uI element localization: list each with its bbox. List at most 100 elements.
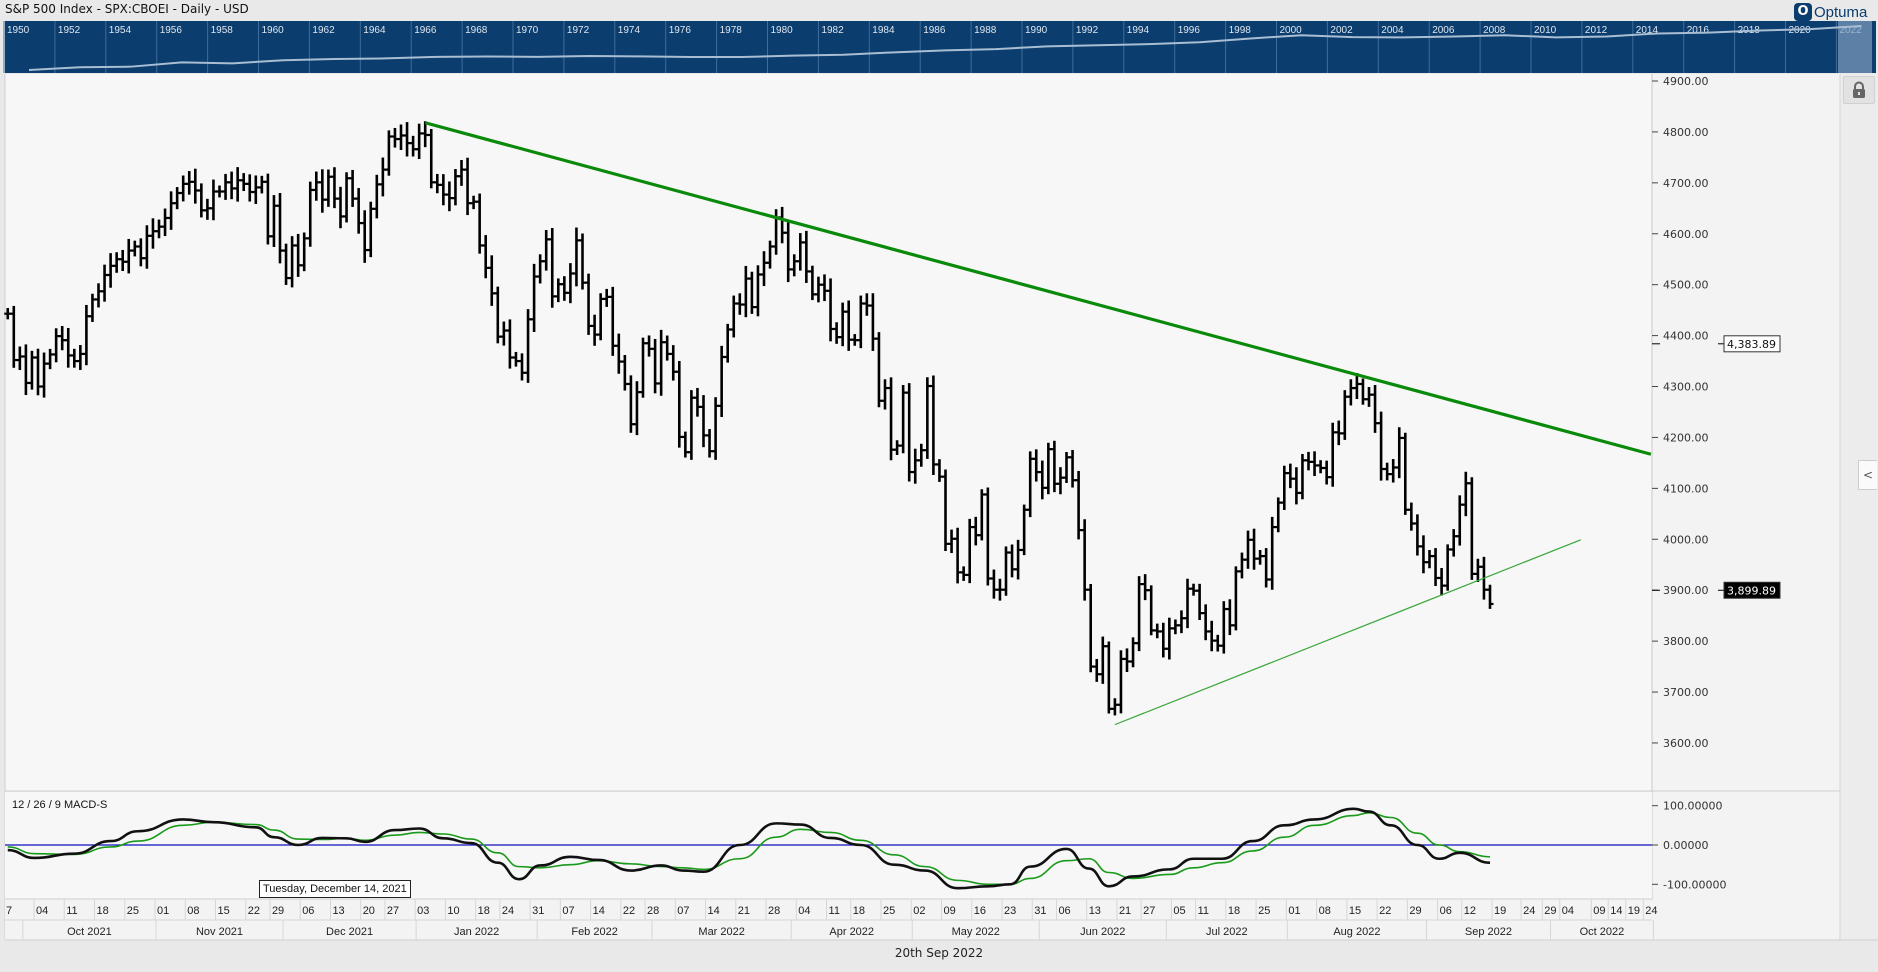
week-tick-label: 22 — [1379, 905, 1391, 917]
overview-year-label: 1988 — [974, 25, 997, 36]
week-tick-label: 19 — [1494, 905, 1506, 917]
overview-year-label: 1952 — [58, 25, 81, 36]
overview-year-label: 1962 — [312, 25, 335, 36]
week-tick-label: 27 — [387, 905, 399, 917]
month-label: Sep 2022 — [1465, 926, 1512, 938]
overview-year-label: 2012 — [1585, 25, 1608, 36]
overview-navigator[interactable]: 1950 1952 1954 1956 1958 1960 1962 1964 1966 1968… — [3, 21, 1876, 73]
macd-line — [7, 807, 1491, 890]
week-tick-label: 09 — [1593, 905, 1605, 917]
week-tick-label: 01 — [157, 905, 169, 917]
overview-year-label: 2014 — [1636, 25, 1659, 36]
week-tick-label: 09 — [944, 905, 956, 917]
price-tick-label: 4500.00 — [1663, 279, 1709, 292]
week-tick-label: 23 — [1004, 905, 1016, 917]
price-flag-label: 4,383.89 — [1727, 338, 1776, 351]
month-label: Dec 2021 — [326, 926, 373, 938]
week-tick-label: 31 — [532, 905, 544, 917]
price-pane[interactable] — [5, 74, 1652, 791]
price-bars — [4, 121, 1494, 716]
week-tick-label: 11 — [66, 905, 77, 917]
week-tick-label: 21 — [738, 905, 750, 917]
price-axis[interactable]: 4900.00 4800.00 4700.00 4600.00 4500.00 4400.… — [1652, 75, 1709, 750]
week-tick-label: 07 — [562, 905, 574, 917]
week-tick-label: 22 — [623, 905, 635, 917]
overview-year-label: 1958 — [211, 25, 234, 36]
week-tick-label: 08 — [187, 905, 199, 917]
price-tick-label: 4700.00 — [1663, 177, 1709, 190]
signal-line — [7, 811, 1491, 886]
week-tick-label: 27 — [1143, 905, 1155, 917]
week-tick-label: 28 — [768, 905, 780, 917]
week-tick-label: 11 — [1198, 905, 1209, 917]
overview-year-label: 1950 — [7, 25, 30, 36]
price-axis-area — [1652, 74, 1840, 940]
overview-year-label: 1978 — [720, 25, 743, 36]
support-trendline[interactable] — [1114, 539, 1581, 726]
week-tick-label: 25 — [127, 905, 139, 917]
month-label: Oct 2022 — [1580, 926, 1625, 938]
price-flag-box — [1723, 581, 1781, 599]
overview-price-line — [28, 25, 1862, 71]
week-tick-label: 15 — [1349, 905, 1361, 917]
week-tick-label: 24 — [1523, 905, 1535, 917]
week-tick-label: 24 — [502, 905, 514, 917]
optuma-logo-icon: O — [1794, 3, 1812, 21]
overview-year-label: 1970 — [516, 25, 539, 36]
overview-year-label: 2002 — [1330, 25, 1353, 36]
month-label: May 2022 — [952, 926, 1000, 938]
month-label: Mar 2022 — [698, 926, 744, 938]
month-label: Feb 2022 — [571, 926, 617, 938]
overview-year-label: 2010 — [1534, 25, 1557, 36]
lock-button[interactable] — [1843, 76, 1875, 104]
month-label: Jul 2022 — [1206, 926, 1248, 938]
collapse-panel-button[interactable]: < — [1858, 460, 1877, 490]
week-tick-label: 06 — [302, 905, 314, 917]
right-panel — [1840, 74, 1878, 940]
week-tick-label: 29 — [272, 905, 284, 917]
overview-year-label: 1966 — [414, 25, 437, 36]
price-flag-box — [1723, 335, 1781, 353]
price-tick-label: 4800.00 — [1663, 126, 1709, 139]
week-tick-label: 01 — [1288, 905, 1300, 917]
macd-indicator: 100.00000 0.00000 -100.00000 — [5, 800, 1726, 891]
week-tick-label: 10 — [447, 905, 459, 917]
week-tick-label: 29 — [1544, 905, 1556, 917]
week-tick-label: 25 — [1258, 905, 1270, 917]
price-tick-label: 4400.00 — [1663, 330, 1709, 343]
price-tick-label: 4600.00 — [1663, 228, 1709, 241]
month-label: Nov 2021 — [196, 926, 243, 938]
week-tick-label: 07 — [677, 905, 689, 917]
price-tick-label: 4900.00 — [1663, 75, 1709, 88]
week-tick-label: 13 — [332, 905, 344, 917]
week-tick-label: 05 — [1173, 905, 1185, 917]
overview-year-label: 1956 — [160, 25, 183, 36]
overview-year-label: 1954 — [109, 25, 132, 36]
price-tick-label: 4300.00 — [1663, 381, 1709, 394]
week-tick-label: 14 — [1610, 905, 1622, 917]
week-tick-label: 04 — [1562, 905, 1574, 917]
optuma-logo: O Optuma — [1794, 3, 1867, 21]
week-tick-label: 28 — [647, 905, 659, 917]
week-tick-label: 29 — [1409, 905, 1421, 917]
week-tick-label: 04 — [36, 905, 48, 917]
overview-year-label: 2000 — [1280, 25, 1303, 36]
overview-range-selector[interactable] — [1838, 21, 1872, 73]
trendlines[interactable] — [424, 121, 1652, 726]
macd-label: 12 / 26 / 9 MACD-S — [12, 799, 107, 811]
price-tick-label: 3800.00 — [1663, 635, 1709, 648]
week-tick-label: 03 — [417, 905, 429, 917]
overview-year-label: 1992 — [1076, 25, 1099, 36]
resistance-trendline[interactable] — [424, 121, 1652, 456]
overview-year-label: 1984 — [872, 25, 895, 36]
date-tooltip: Tuesday, December 14, 2021 — [259, 880, 411, 898]
overview-year-label: 1972 — [567, 25, 590, 36]
month-label: Apr 2022 — [829, 926, 874, 938]
week-tick-label: 14 — [708, 905, 720, 917]
overview-year-label: 1968 — [465, 25, 488, 36]
price-tick-label: 3700.00 — [1663, 686, 1709, 699]
week-tick-label: 11 — [829, 905, 840, 917]
overview-year-label: 1960 — [262, 25, 285, 36]
overview-year-label: 1994 — [1127, 25, 1150, 36]
